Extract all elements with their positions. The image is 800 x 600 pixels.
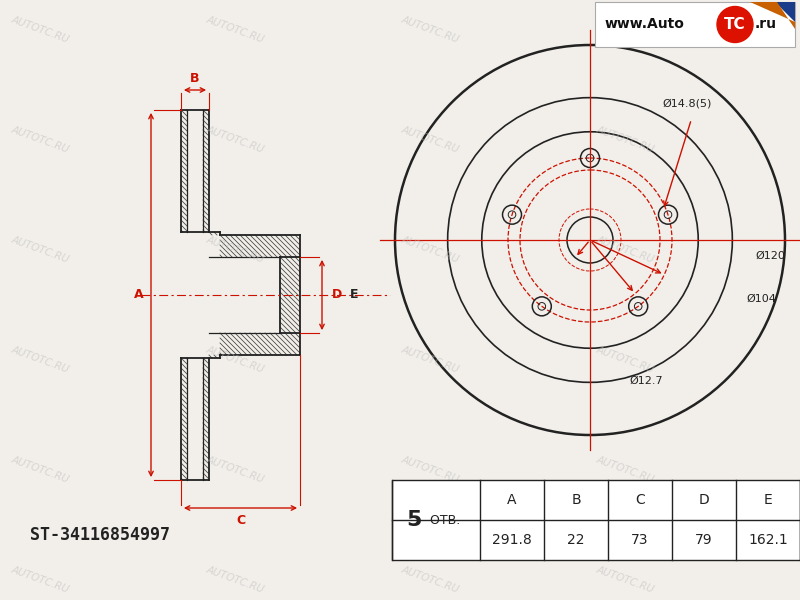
Text: B: B: [190, 71, 200, 85]
Text: AUTOTC.RU: AUTOTC.RU: [594, 565, 655, 595]
Text: AUTOTC.RU: AUTOTC.RU: [594, 455, 655, 485]
Text: AUTOTC.RU: AUTOTC.RU: [10, 125, 70, 155]
Text: .ru: .ru: [755, 17, 777, 31]
Bar: [595, 2, 795, 47]
Text: Ø120: Ø120: [756, 251, 786, 260]
Text: AUTOTC.RU: AUTOTC.RU: [10, 455, 70, 485]
Text: AUTOTC.RU: AUTOTC.RU: [400, 565, 460, 595]
Text: ST-34116854997: ST-34116854997: [30, 526, 170, 544]
Text: 73: 73: [631, 533, 649, 547]
Text: AUTOTC.RU: AUTOTC.RU: [205, 345, 266, 375]
Text: C: C: [236, 514, 245, 527]
Text: AUTOTC.RU: AUTOTC.RU: [594, 235, 655, 265]
Text: A: A: [134, 289, 144, 301]
Text: AUTOTC.RU: AUTOTC.RU: [594, 15, 655, 45]
Text: AUTOTC.RU: AUTOTC.RU: [400, 345, 460, 375]
Text: AUTOTC.RU: AUTOTC.RU: [594, 345, 655, 375]
Text: AUTOTC.RU: AUTOTC.RU: [10, 235, 70, 265]
Text: AUTOTC.RU: AUTOTC.RU: [10, 565, 70, 595]
Text: AUTOTC.RU: AUTOTC.RU: [10, 345, 70, 375]
Text: 291.8: 291.8: [492, 533, 532, 547]
Text: D: D: [332, 289, 342, 301]
Text: E: E: [350, 289, 358, 301]
Text: B: B: [571, 493, 581, 507]
Text: AUTOTC.RU: AUTOTC.RU: [205, 15, 266, 45]
Text: AUTOTC.RU: AUTOTC.RU: [10, 15, 70, 45]
Text: AUTOTC.RU: AUTOTC.RU: [205, 125, 266, 155]
Text: 22: 22: [567, 533, 585, 547]
Text: AUTOTC.RU: AUTOTC.RU: [400, 455, 460, 485]
Polygon shape: [750, 2, 795, 29]
Text: D: D: [698, 493, 710, 507]
Text: 162.1: 162.1: [748, 533, 788, 547]
Text: www.Auto: www.Auto: [605, 17, 685, 31]
Text: AUTOTC.RU: AUTOTC.RU: [205, 235, 266, 265]
Text: AUTOTC.RU: AUTOTC.RU: [594, 125, 655, 155]
Text: AUTOTC.RU: AUTOTC.RU: [400, 235, 460, 265]
Text: 79: 79: [695, 533, 713, 547]
Text: AUTOTC.RU: AUTOTC.RU: [400, 15, 460, 45]
Text: AUTOTC.RU: AUTOTC.RU: [400, 125, 460, 155]
Text: E: E: [764, 493, 772, 507]
Polygon shape: [775, 2, 795, 22]
Text: AUTOTC.RU: AUTOTC.RU: [205, 565, 266, 595]
Text: Ø12.7: Ø12.7: [629, 376, 662, 385]
Text: A: A: [507, 493, 517, 507]
Text: ОТВ.: ОТВ.: [426, 514, 460, 527]
Circle shape: [717, 7, 753, 43]
Text: C: C: [635, 493, 645, 507]
Text: AUTOTC.RU: AUTOTC.RU: [205, 455, 266, 485]
Text: Ø14.8(5): Ø14.8(5): [662, 98, 711, 109]
Text: 5: 5: [406, 510, 422, 530]
Bar: [392, 480, 800, 560]
Text: TC: TC: [724, 17, 746, 32]
Text: Ø104: Ø104: [746, 293, 776, 304]
